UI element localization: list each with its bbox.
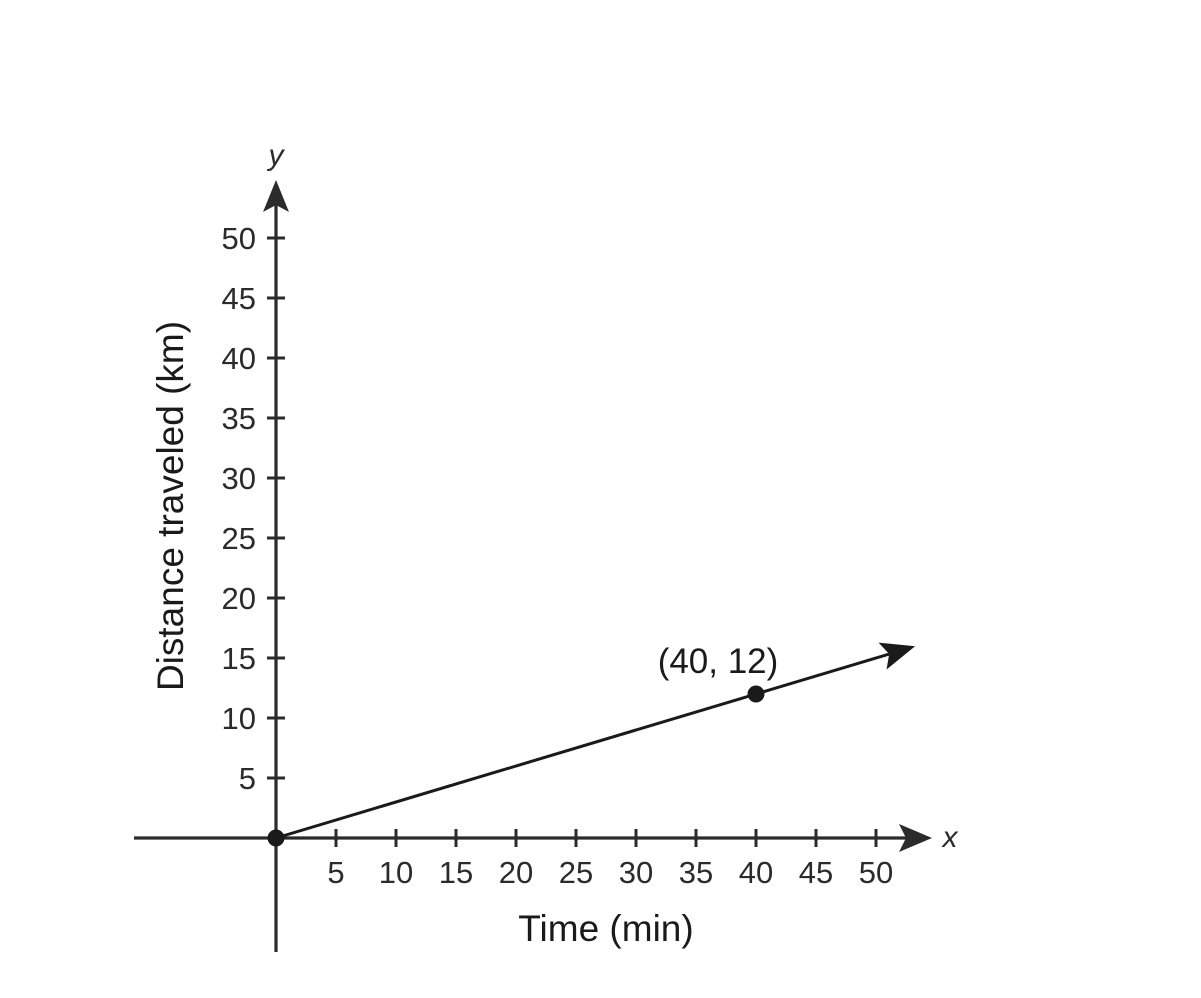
x-tick-label: 40 [739, 855, 773, 890]
y-tick-label: 45 [222, 281, 256, 316]
x-tick-label: 20 [499, 855, 533, 890]
y-axis-title: Distance traveled (km) [150, 321, 191, 691]
series-line [275, 651, 895, 840]
y-tick-label: 30 [222, 461, 256, 496]
points: (40, 12) [267, 642, 779, 847]
x-axis-title: Time (min) [518, 908, 693, 949]
y-tick-label: 35 [222, 401, 256, 436]
y-tick-label: 20 [222, 581, 256, 616]
x-tick-label: 5 [327, 855, 344, 890]
x-tick-label: 45 [799, 855, 833, 890]
x-axis-arrowhead [899, 824, 932, 852]
x-tick-label: 35 [679, 855, 713, 890]
y-tick-label: 40 [222, 341, 256, 376]
x-tick-label: 50 [859, 855, 893, 890]
x-tick-label: 10 [379, 855, 413, 890]
data-point [747, 685, 765, 703]
y-tick-label: 15 [222, 641, 256, 676]
x-tick-label: 30 [619, 855, 653, 890]
data-point [267, 829, 285, 847]
x-tick-label: 25 [559, 855, 593, 890]
y-axis-variable: y [267, 139, 286, 172]
y-tick-label: 25 [222, 521, 256, 556]
y-tick-label: 10 [222, 701, 256, 736]
ticks: 5 10 15 20 25 30 35 40 45 50 5 10 15 20 25 30 35 40 45 50 [222, 221, 894, 890]
y-tick-label: 5 [239, 761, 256, 796]
axes [134, 180, 932, 952]
series [275, 642, 916, 840]
y-axis-arrowhead [263, 180, 289, 212]
x-axis-variable: x [941, 821, 959, 854]
x-tick-label: 15 [439, 855, 473, 890]
series-arrowhead [878, 642, 916, 670]
y-tick-label: 50 [222, 221, 256, 256]
point-label: (40, 12) [658, 642, 779, 681]
